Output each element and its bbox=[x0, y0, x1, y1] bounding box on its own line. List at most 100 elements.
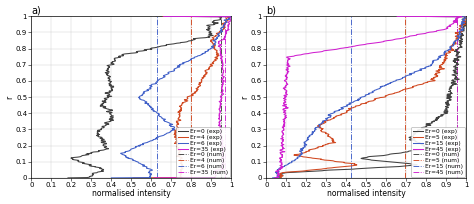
Er=45 (exp) bbox=[272, 177, 277, 179]
Er=0 (exp) bbox=[109, 89, 114, 92]
Er=5 (num) bbox=[402, 15, 408, 18]
Er=35 (num) bbox=[222, 99, 228, 101]
Er=0 (num) bbox=[219, 100, 224, 102]
Er=15 (exp) bbox=[356, 99, 362, 101]
Er=15 (exp) bbox=[352, 100, 357, 102]
Er=35 (num) bbox=[222, 44, 228, 47]
X-axis label: normalised intensity: normalised intensity bbox=[327, 190, 406, 198]
Er=4 (num) bbox=[189, 89, 194, 92]
Er=35 (num) bbox=[222, 19, 228, 21]
Er=6 (exp) bbox=[221, 19, 227, 21]
Er=35 (exp) bbox=[151, 177, 157, 179]
Er=0 (num) bbox=[455, 15, 460, 18]
Er=0 (num) bbox=[455, 177, 460, 179]
Er=4 (exp) bbox=[194, 89, 200, 92]
Er=5 (num) bbox=[402, 100, 408, 102]
Er=35 (exp) bbox=[220, 89, 226, 92]
Er=0 (num) bbox=[219, 177, 224, 179]
Er=0 (num) bbox=[219, 89, 224, 92]
Er=5 (exp) bbox=[368, 100, 374, 102]
Er=5 (num) bbox=[402, 89, 408, 92]
Er=0 (exp) bbox=[214, 19, 220, 21]
Er=5 (num) bbox=[402, 81, 408, 83]
Er=5 (exp) bbox=[371, 99, 377, 101]
Er=5 (exp) bbox=[274, 177, 280, 179]
Er=15 (num) bbox=[348, 89, 354, 92]
Er=4 (exp) bbox=[160, 15, 166, 18]
Er=6 (num) bbox=[155, 15, 160, 18]
Er=4 (exp) bbox=[130, 177, 136, 179]
Er=15 (exp) bbox=[391, 81, 396, 83]
Line: Er=4 (exp): Er=4 (exp) bbox=[133, 16, 230, 178]
Er=6 (exp) bbox=[142, 100, 148, 102]
Er=45 (exp) bbox=[283, 81, 289, 83]
Er=0 (num) bbox=[219, 15, 224, 18]
Er=45 (num) bbox=[455, 19, 460, 21]
Er=35 (num) bbox=[222, 15, 228, 18]
Er=4 (exp) bbox=[184, 100, 190, 102]
Er=45 (num) bbox=[455, 177, 460, 179]
Er=35 (num) bbox=[222, 89, 228, 92]
Er=0 (exp) bbox=[109, 81, 114, 83]
Line: Er=5 (exp): Er=5 (exp) bbox=[277, 16, 466, 178]
Er=0 (num) bbox=[219, 44, 224, 47]
Er=45 (exp) bbox=[394, 15, 400, 18]
Er=4 (num) bbox=[189, 100, 194, 102]
Er=45 (num) bbox=[455, 99, 460, 101]
Er=4 (num) bbox=[189, 99, 194, 101]
Legend: Er=0 (exp), Er=5 (exp), Er=15 (exp), Er=45 (exp), Er=0 (num), Er=5 (num), Er=15 : Er=0 (exp), Er=5 (exp), Er=15 (exp), Er=… bbox=[410, 127, 465, 177]
Er=45 (num) bbox=[455, 100, 460, 102]
Line: Er=45 (exp): Er=45 (exp) bbox=[274, 16, 462, 178]
Er=5 (num) bbox=[402, 19, 408, 21]
Er=6 (exp) bbox=[146, 89, 151, 92]
Er=0 (exp) bbox=[164, 44, 169, 47]
Er=6 (num) bbox=[155, 44, 160, 47]
Er=15 (num) bbox=[348, 99, 354, 101]
Er=0 (num) bbox=[219, 81, 224, 83]
Er=15 (num) bbox=[348, 81, 354, 83]
Er=15 (exp) bbox=[462, 19, 467, 21]
Er=35 (num) bbox=[222, 100, 228, 102]
Er=0 (num) bbox=[455, 81, 460, 83]
Er=0 (num) bbox=[219, 99, 224, 101]
Er=0 (exp) bbox=[65, 177, 71, 179]
Er=45 (exp) bbox=[282, 99, 287, 101]
Er=0 (exp) bbox=[99, 100, 105, 102]
Y-axis label: r: r bbox=[240, 95, 249, 99]
Er=35 (exp) bbox=[217, 44, 223, 47]
Er=4 (num) bbox=[189, 44, 194, 47]
Er=0 (exp) bbox=[153, 15, 159, 18]
Er=0 (exp) bbox=[273, 177, 279, 179]
Er=35 (exp) bbox=[219, 99, 224, 101]
Line: Er=0 (exp): Er=0 (exp) bbox=[276, 16, 466, 178]
Er=45 (num) bbox=[455, 15, 460, 18]
Er=5 (exp) bbox=[398, 15, 403, 18]
Er=45 (exp) bbox=[282, 100, 288, 102]
Er=5 (num) bbox=[402, 177, 408, 179]
Er=0 (exp) bbox=[102, 99, 108, 101]
Er=6 (num) bbox=[155, 100, 160, 102]
Er=15 (num) bbox=[348, 15, 354, 18]
Er=35 (exp) bbox=[220, 81, 226, 83]
Er=35 (exp) bbox=[218, 100, 223, 102]
Er=4 (exp) bbox=[226, 19, 231, 21]
Er=5 (exp) bbox=[462, 19, 467, 21]
Er=0 (exp) bbox=[447, 99, 453, 101]
Er=15 (exp) bbox=[395, 15, 401, 18]
Er=4 (exp) bbox=[212, 44, 218, 47]
Er=35 (exp) bbox=[227, 19, 233, 21]
Er=0 (exp) bbox=[457, 44, 463, 47]
Er=5 (exp) bbox=[450, 44, 456, 47]
Line: Er=35 (exp): Er=35 (exp) bbox=[154, 16, 231, 178]
Er=0 (exp) bbox=[448, 89, 454, 92]
Er=4 (num) bbox=[189, 177, 194, 179]
Y-axis label: r: r bbox=[6, 95, 15, 99]
Er=5 (num) bbox=[402, 99, 408, 101]
Line: Er=15 (exp): Er=15 (exp) bbox=[273, 16, 466, 178]
Er=4 (num) bbox=[189, 81, 194, 83]
Er=5 (exp) bbox=[399, 89, 405, 92]
Er=35 (exp) bbox=[161, 15, 167, 18]
X-axis label: normalised intensity: normalised intensity bbox=[92, 190, 171, 198]
Er=45 (exp) bbox=[355, 44, 361, 47]
Er=6 (num) bbox=[155, 89, 160, 92]
